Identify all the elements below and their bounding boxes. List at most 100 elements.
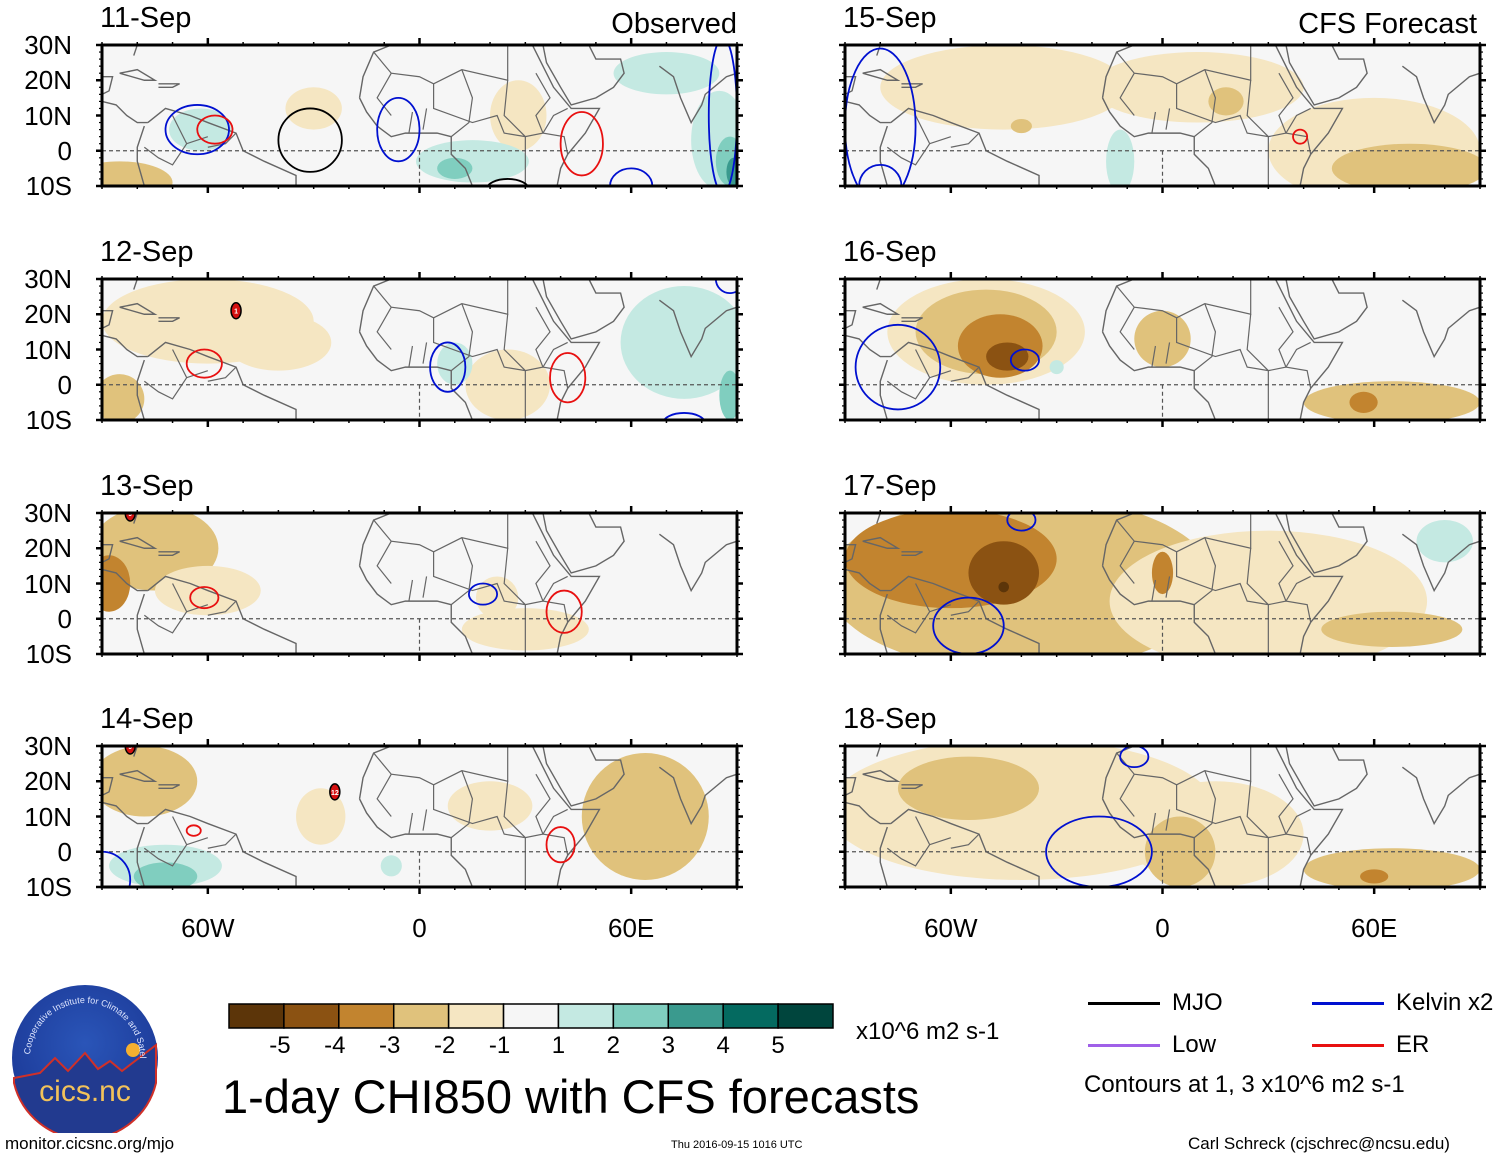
colorbar-tick-label: 4 (716, 1032, 730, 1059)
y-tick-label: 0 (57, 135, 72, 166)
anomaly-region (490, 80, 547, 151)
anomaly-region (1321, 611, 1463, 647)
coastline (901, 551, 923, 556)
coastline (119, 68, 158, 81)
anomaly-region (1134, 310, 1191, 368)
country-border (408, 345, 414, 368)
footer-url[interactable]: monitor.cicsnc.org/mjo (5, 1134, 175, 1153)
colorbar-tick-label: -3 (379, 1032, 401, 1059)
country-border (376, 773, 392, 817)
y-tick-label: 30N (24, 731, 72, 761)
coastline (845, 310, 857, 329)
colorbar-swatch (502, 1003, 560, 1029)
country-border (450, 770, 474, 839)
coastline (862, 302, 901, 315)
panel-date-label: 12-Sep (100, 236, 194, 268)
country-border (950, 132, 980, 148)
contour-er (549, 352, 587, 404)
storm-number: 9 (128, 511, 132, 518)
coastline (119, 536, 158, 549)
coastline (358, 746, 601, 887)
country-border (950, 833, 980, 849)
coastline (133, 746, 138, 757)
country-border (503, 548, 526, 654)
contour-kelvin-x2 (714, 279, 737, 294)
colorbar-tick-label: -4 (324, 1032, 346, 1059)
anomaly-region (1303, 848, 1480, 887)
map-panel-12-Sep: 1 (96, 272, 743, 427)
legend-line-kelvin-x2 (1312, 1002, 1384, 1005)
anomaly-region (1349, 391, 1378, 413)
coastline (102, 310, 114, 329)
contour-kelvin-x2 (429, 341, 467, 393)
country-border (1176, 317, 1311, 372)
contour-er (1292, 128, 1309, 145)
coastline (133, 513, 138, 524)
coastline (1101, 513, 1344, 654)
country-border (1246, 80, 1269, 186)
country-border (143, 377, 188, 400)
coastline (542, 513, 625, 574)
country-border (376, 540, 392, 584)
coastline (1401, 279, 1480, 359)
anomaly-region (968, 541, 1040, 605)
coastline (102, 568, 148, 592)
colorbar-tick-label: 3 (661, 1032, 675, 1059)
y-tick-label: 30N (24, 498, 72, 528)
colorbar-swatch (612, 1003, 670, 1029)
country-border (1151, 111, 1157, 134)
country-border (535, 540, 569, 623)
colorbar-tick-label: -5 (269, 1032, 291, 1059)
contour-kelvin-x2 (164, 104, 230, 156)
coastline (658, 513, 737, 593)
y-tick-label: 20N (24, 299, 72, 330)
contour-kelvin-x2 (845, 47, 917, 186)
coastline (136, 593, 146, 654)
anomaly-region (1303, 381, 1480, 420)
coastline (542, 45, 625, 106)
y-tick-label: 20N (24, 766, 72, 797)
coastline (158, 83, 180, 88)
logo-mountains-icon (13, 1042, 157, 1133)
map-panel-17-Sep (839, 506, 1486, 661)
panel-date-label: 15-Sep (843, 2, 937, 34)
coastline (879, 593, 889, 654)
country-border (408, 111, 414, 134)
y-tick-label: 10N (24, 334, 72, 365)
coastline (862, 536, 901, 549)
country-border (143, 844, 188, 867)
coastline (542, 746, 625, 807)
chart-title: 1-day CHI850 with CFS forecasts (222, 1070, 920, 1123)
country-border (422, 342, 428, 364)
country-border (1119, 72, 1135, 116)
contour-er (185, 348, 223, 379)
contour-mjo (486, 178, 529, 186)
anomaly-region (437, 157, 473, 179)
colorbar-swatch (722, 1003, 779, 1029)
coastline (876, 746, 881, 757)
x-tick-label: 60W (924, 913, 978, 943)
country-border (376, 72, 392, 116)
coastline (102, 777, 114, 796)
coastline (542, 279, 625, 340)
coastline (358, 513, 601, 654)
footer-timestamp: Thu 2016-09-15 1016 UTC (671, 1139, 803, 1151)
colorbar-units: x10^6 m2 s-1 (856, 1018, 1000, 1045)
country-border (535, 306, 569, 389)
panel-date-label: 13-Sep (100, 470, 194, 502)
country-border (1246, 781, 1269, 887)
coastline (119, 769, 158, 782)
country-border (1278, 306, 1312, 389)
map-panel-11-Sep (96, 38, 743, 193)
country-border (1246, 314, 1269, 420)
anomaly-region (225, 314, 332, 371)
coastline (901, 83, 923, 88)
country-border (433, 83, 568, 138)
y-tick-label: 10N (24, 801, 72, 832)
coastline (862, 68, 901, 81)
contour-kelvin-x2 (1045, 815, 1153, 887)
colorbar-tick-label: -1 (488, 1032, 511, 1059)
contour-kelvin-x2 (1119, 746, 1150, 769)
legend-line-er (1312, 1044, 1384, 1047)
coastline (845, 544, 857, 563)
